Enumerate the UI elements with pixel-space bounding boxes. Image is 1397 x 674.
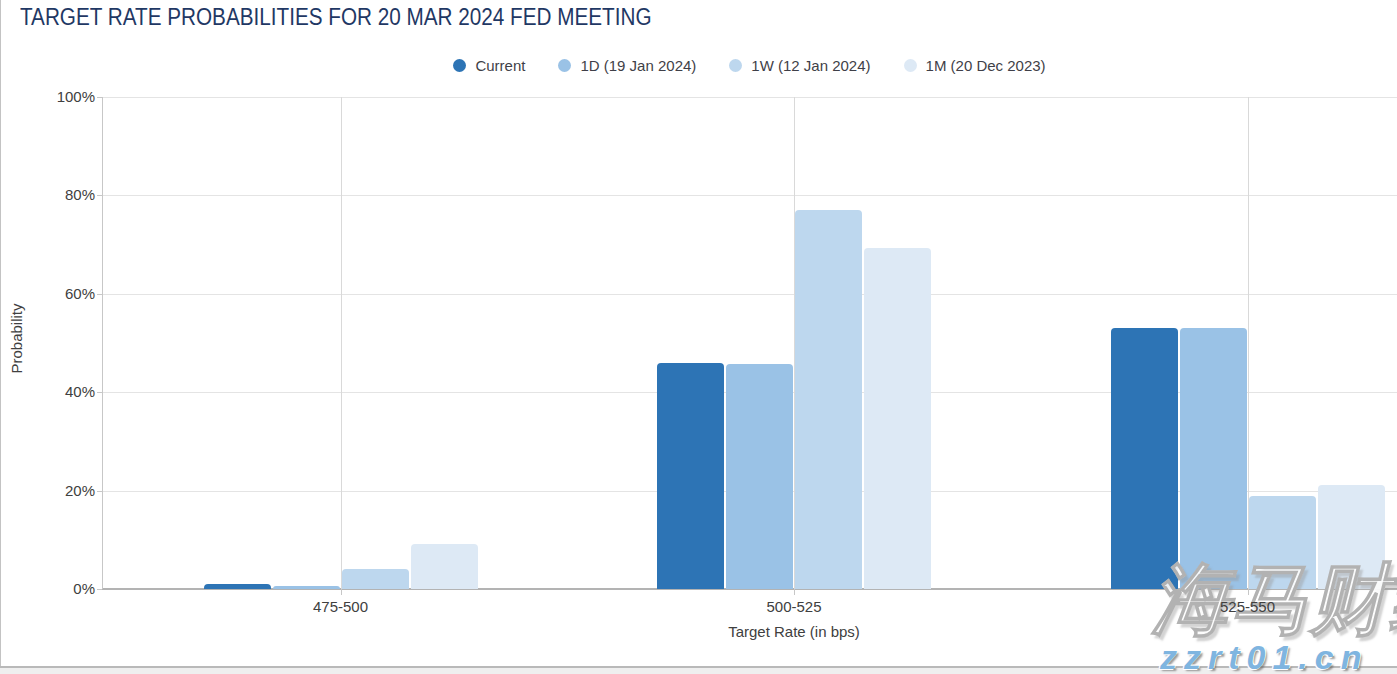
chart-title: TARGET RATE PROBABILITIES FOR 20 MAR 202… xyxy=(20,4,652,31)
x-category-label: 525-550 xyxy=(1178,598,1318,615)
legend-label: 1M (20 Dec 2023) xyxy=(926,57,1046,74)
legend-label: Current xyxy=(475,57,525,74)
legend-item-1w[interactable]: 1W (12 Jan 2024) xyxy=(729,57,870,74)
gridline-60% xyxy=(102,294,1397,295)
y-tick-label: 60% xyxy=(35,285,95,302)
y-tick-label: 80% xyxy=(35,186,95,203)
bar-1d-475-500 xyxy=(273,586,340,589)
legend: Current 1D (19 Jan 2024) 1W (12 Jan 2024) 1… xyxy=(102,57,1397,74)
bar-current-475-500 xyxy=(204,584,271,589)
y-tick-label: 100% xyxy=(35,88,95,105)
bar-1m-475-500 xyxy=(411,544,478,589)
legend-label: 1W (12 Jan 2024) xyxy=(751,57,870,74)
y-axis-line xyxy=(102,97,103,589)
bar-current-500-525 xyxy=(657,363,724,589)
gridline-cat xyxy=(341,97,342,589)
bar-1w-475-500 xyxy=(342,569,409,589)
x-tick xyxy=(794,589,795,595)
y-axis-title: Probability xyxy=(8,284,25,394)
y-tick-label: 40% xyxy=(35,383,95,400)
bar-1w-500-525 xyxy=(795,210,862,589)
gridline-100% xyxy=(102,97,1397,98)
legend-dot-1d xyxy=(558,59,571,72)
watermark-site: zzrt01.cn xyxy=(1160,638,1369,674)
bar-1m-500-525 xyxy=(864,248,931,589)
legend-label: 1D (19 Jan 2024) xyxy=(580,57,696,74)
legend-item-1d[interactable]: 1D (19 Jan 2024) xyxy=(558,57,696,74)
legend-dot-1w xyxy=(729,59,742,72)
x-category-label: 500-525 xyxy=(724,598,864,615)
x-axis-title: Target Rate (in bps) xyxy=(634,623,954,640)
x-tick xyxy=(341,589,342,595)
x-category-label: 475-500 xyxy=(271,598,411,615)
legend-dot-current xyxy=(453,59,466,72)
y-tick-label: 0% xyxy=(35,580,95,597)
legend-item-1m[interactable]: 1M (20 Dec 2023) xyxy=(904,57,1046,74)
y-tick-label: 20% xyxy=(35,482,95,499)
y-tick-0% xyxy=(97,589,102,590)
left-border xyxy=(0,0,1,667)
legend-dot-1m xyxy=(904,59,917,72)
bar-1d-500-525 xyxy=(726,364,793,589)
gridline-80% xyxy=(102,195,1397,196)
fedwatch-chart: TARGET RATE PROBABILITIES FOR 20 MAR 202… xyxy=(0,0,1397,674)
legend-item-current[interactable]: Current xyxy=(453,57,525,74)
